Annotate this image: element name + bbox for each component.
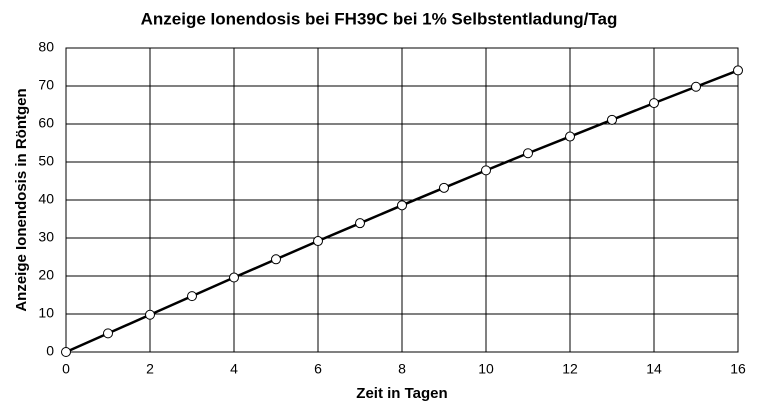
marker — [607, 114, 617, 125]
x-axis-label: Zeit in Tagen — [356, 385, 447, 402]
marker — [565, 131, 575, 142]
y-tick-label: 70 — [38, 77, 54, 93]
y-tick-label: 0 — [46, 343, 54, 359]
y-tick-label: 60 — [38, 115, 54, 131]
x-tick-label: 16 — [730, 361, 746, 377]
marker — [397, 200, 407, 211]
marker — [691, 81, 701, 92]
marker — [103, 328, 113, 339]
y-tick-label: 10 — [38, 305, 54, 321]
marker — [271, 254, 281, 265]
marker — [649, 98, 659, 109]
x-tick-label: 0 — [62, 361, 70, 377]
x-tick-label: 2 — [146, 361, 154, 377]
marker — [355, 218, 365, 229]
x-tick-label: 10 — [478, 361, 494, 377]
x-tick-label: 4 — [230, 361, 238, 377]
marker — [481, 165, 491, 176]
x-tick-label: 6 — [314, 361, 322, 377]
y-tick-label: 80 — [38, 39, 54, 55]
marker — [439, 182, 449, 193]
marker — [187, 291, 197, 302]
marker — [313, 236, 323, 247]
marker — [229, 272, 239, 283]
y-tick-label: 30 — [38, 229, 54, 245]
chart-title: Anzeige Ionendosis bei FH39C bei 1% Selb… — [141, 9, 618, 28]
marker — [61, 347, 71, 357]
marker — [145, 309, 155, 320]
marker — [523, 148, 533, 159]
y-axis-label: Anzeige Ionendosis in Röntgen — [13, 88, 30, 311]
x-tick-label: 12 — [562, 361, 578, 377]
y-tick-label: 50 — [38, 153, 54, 169]
x-tick-label: 8 — [398, 361, 406, 377]
marker — [733, 65, 743, 76]
x-tick-label: 14 — [646, 361, 662, 377]
y-tick-label: 20 — [38, 267, 54, 283]
y-tick-label: 40 — [38, 191, 54, 207]
